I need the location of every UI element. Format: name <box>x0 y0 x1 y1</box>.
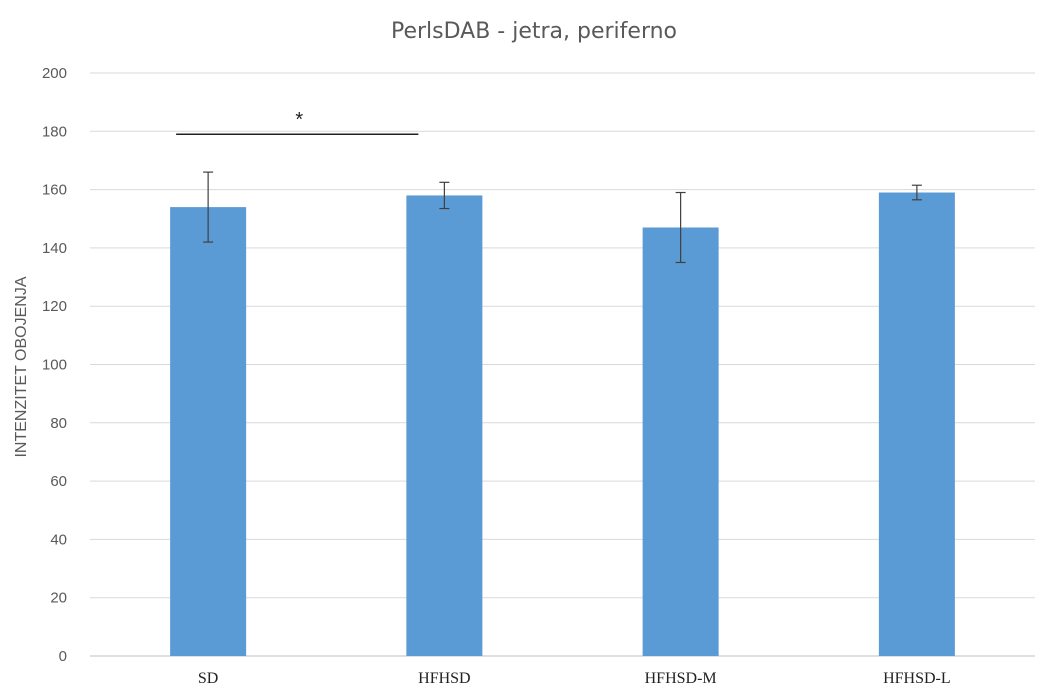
x-tick-labels: SD HFHSD HFHSD-M HFHSD-L <box>198 670 951 686</box>
bar <box>170 207 247 656</box>
y-tick-label: 60 <box>50 473 67 490</box>
x-tick-label: HFHSD-M <box>645 670 717 686</box>
bar <box>878 192 955 656</box>
y-tick-label: 80 <box>50 415 67 432</box>
significance-annotations: * <box>176 109 419 135</box>
error-bars <box>203 171 922 264</box>
bar <box>642 227 719 656</box>
chart-title: PerlsDAB - jetra, periferno <box>391 19 677 44</box>
y-tick-labels: 0 20 40 60 80 100 120 140 160 180 200 <box>42 65 67 665</box>
gridlines <box>90 72 1035 657</box>
bar <box>406 195 483 656</box>
y-tick-label: 100 <box>42 357 67 374</box>
y-tick-label: 180 <box>42 123 67 140</box>
significance-label: * <box>295 109 303 131</box>
bars <box>170 192 955 656</box>
y-tick-label: 140 <box>42 240 67 257</box>
x-tick-label: SD <box>198 670 218 686</box>
y-tick-label: 120 <box>42 298 67 315</box>
x-tick-label: HFHSD-L <box>883 670 951 686</box>
x-tick-label: HFHSD <box>418 670 470 686</box>
y-axis-label: INTENZITET OBOJENJA <box>13 276 30 457</box>
y-tick-label: 0 <box>59 648 67 665</box>
y-tick-label: 40 <box>50 531 67 548</box>
y-tick-label: 200 <box>42 65 67 82</box>
y-tick-label: 160 <box>42 182 67 199</box>
y-tick-label: 20 <box>50 590 67 607</box>
